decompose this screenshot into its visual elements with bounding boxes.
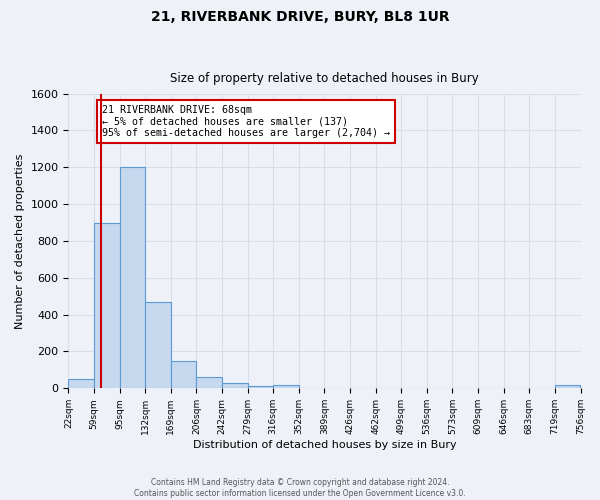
Bar <box>119 167 145 388</box>
Bar <box>171 360 196 388</box>
Bar <box>273 384 299 388</box>
Y-axis label: Number of detached properties: Number of detached properties <box>15 154 25 328</box>
Bar <box>222 383 248 388</box>
Bar <box>145 302 171 388</box>
Text: Contains HM Land Registry data © Crown copyright and database right 2024.
Contai: Contains HM Land Registry data © Crown c… <box>134 478 466 498</box>
Bar <box>68 379 94 388</box>
Text: 21 RIVERBANK DRIVE: 68sqm
← 5% of detached houses are smaller (137)
95% of semi-: 21 RIVERBANK DRIVE: 68sqm ← 5% of detach… <box>102 104 390 138</box>
Text: Size of property relative to detached houses in Bury: Size of property relative to detached ho… <box>170 72 479 85</box>
Bar <box>248 386 273 388</box>
X-axis label: Distribution of detached houses by size in Bury: Distribution of detached houses by size … <box>193 440 456 450</box>
Bar <box>94 222 119 388</box>
Text: 21, RIVERBANK DRIVE, BURY, BL8 1UR: 21, RIVERBANK DRIVE, BURY, BL8 1UR <box>151 10 449 24</box>
Bar <box>555 384 580 388</box>
Bar <box>196 378 222 388</box>
